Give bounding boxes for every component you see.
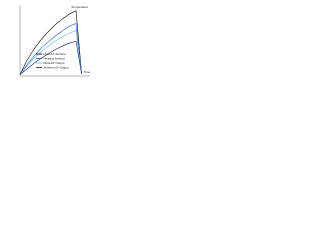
chart: Temperature Time MiniLAP SurfaceHeating … <box>19 5 90 77</box>
legend-label: MiniLAP Output <box>44 61 65 65</box>
line-series <box>19 10 82 75</box>
legend-label: Heating Surface <box>44 56 66 60</box>
x-axis-label: Time <box>83 70 90 74</box>
legend-label: Ambient Air Output <box>44 65 69 69</box>
page: {"chart_data":{"type":"line","y_label":"… <box>0 0 320 85</box>
line-series <box>19 30 82 75</box>
line-series <box>19 40 82 75</box>
line-series <box>19 23 82 75</box>
legend-label: MiniLAP Surface <box>44 52 67 56</box>
y-axis-label: Temperature <box>71 5 88 9</box>
